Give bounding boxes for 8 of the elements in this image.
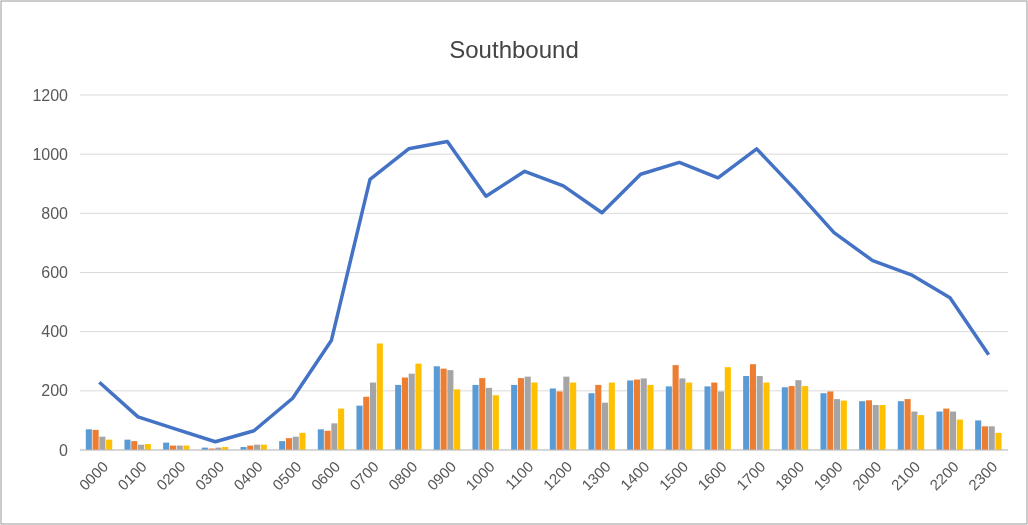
y-tick-label: 600 [41,264,69,282]
y-tick-label: 400 [41,323,69,341]
y-tick-label: 0 [59,441,69,459]
y-tick-label: 1000 [32,145,69,163]
y-tick-label: 800 [41,204,69,222]
y-tick-label: 200 [41,382,69,400]
y-tick-label: 1200 [32,86,69,104]
chart-title: Southbound [449,36,579,63]
